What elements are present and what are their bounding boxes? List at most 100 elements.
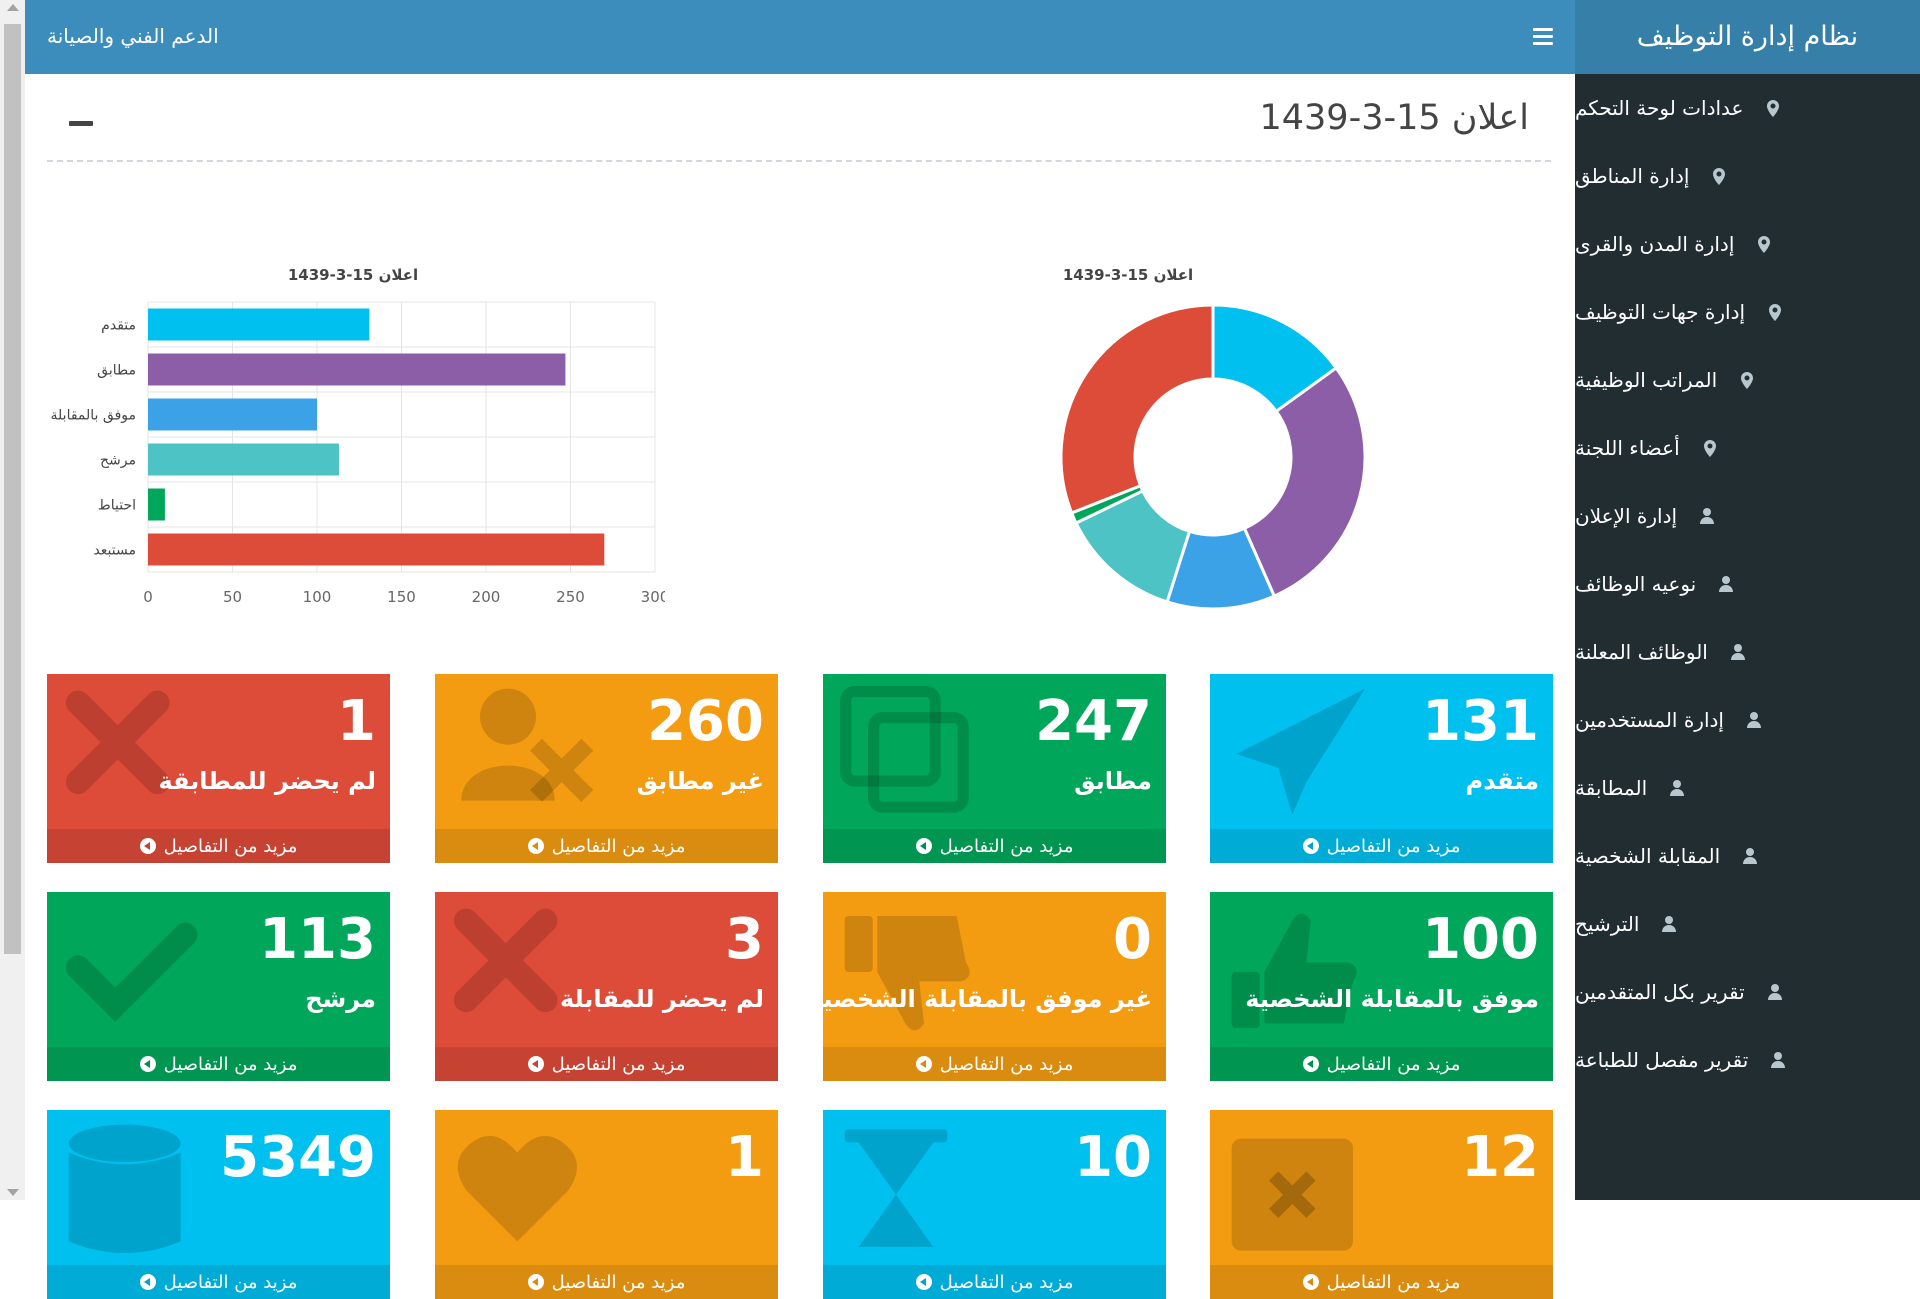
user-icon <box>1770 1052 1786 1068</box>
thumbs-down-icon <box>844 916 970 1031</box>
times-icon <box>65 690 170 795</box>
stat-box: 1 مزيد من التفاصيل <box>435 1110 778 1299</box>
more-info-link[interactable]: مزيد من التفاصيل <box>823 1265 1166 1299</box>
arrow-circle-left-icon <box>139 1274 156 1290</box>
map-marker-icon <box>1756 235 1772 253</box>
sidebar-item-14[interactable]: تقرير مفصل للطباعة <box>1575 1026 1920 1094</box>
user-times-icon <box>461 688 594 802</box>
sidebar-item-label: نوعيه الوظائف <box>1575 572 1697 596</box>
more-info-link[interactable]: مزيد من التفاصيل <box>47 1047 390 1081</box>
sidebar-item-label: تقرير بكل المتقدمين <box>1575 980 1745 1004</box>
sidebar-item-9[interactable]: إدارة المستخدمين <box>1575 686 1920 754</box>
donut-chart <box>1059 303 1367 611</box>
sidebar-item-label: إدارة الإعلان <box>1575 504 1678 528</box>
more-info-link[interactable]: مزيد من التفاصيل <box>435 1265 778 1299</box>
sidebar-item-label: عدادات لوحة التحكم <box>1575 96 1744 120</box>
stat-box: 100 موفق بالمقابلة الشخصية مزيد من التفاصي… <box>1210 892 1553 1081</box>
stat-value: 260 <box>647 689 764 754</box>
more-info-link[interactable]: مزيد من التفاصيل <box>1210 1047 1553 1081</box>
bar-x-tick: 50 <box>223 588 242 606</box>
sidebar-item-8[interactable]: الوظائف المعلنة <box>1575 618 1920 686</box>
sidebar-item-1[interactable]: إدارة المناطق <box>1575 142 1920 210</box>
sidebar-item-0[interactable]: عدادات لوحة التحكم <box>1575 74 1920 142</box>
more-info-label: مزيد من التفاصيل <box>163 1271 298 1293</box>
sidebar-item-12[interactable]: الترشيح <box>1575 890 1920 958</box>
sidebar-item-label: إدارة جهات التوظيف <box>1575 300 1746 324</box>
sidebar-item-11[interactable]: المقابلة الشخصية <box>1575 822 1920 890</box>
more-info-label: مزيد من التفاصيل <box>551 1053 686 1075</box>
more-info-link[interactable]: مزيد من التفاصيل <box>47 1265 390 1299</box>
map-marker-icon <box>1711 167 1727 185</box>
stat-value: 10 <box>1074 1125 1152 1190</box>
arrow-circle-left-icon <box>527 1274 544 1290</box>
sidebar-item-4[interactable]: المراتب الوظيفية <box>1575 346 1920 414</box>
more-info-link[interactable]: مزيد من التفاصيل <box>1210 1265 1553 1299</box>
more-info-link[interactable]: مزيد من التفاصيل <box>435 829 778 863</box>
sidebar-item-5[interactable]: أعضاء اللجنة <box>1575 414 1920 482</box>
donut-slice-5[interactable] <box>1059 303 1215 515</box>
scroll-up-arrow-icon[interactable] <box>7 4 19 11</box>
stat-value: 131 <box>1422 689 1539 754</box>
stat-label: متقدم <box>1465 767 1539 795</box>
stat-box: 10 مزيد من التفاصيل <box>823 1110 1166 1299</box>
scroll-down-arrow-icon[interactable] <box>7 1189 19 1196</box>
page-header: اعلان 15-3-1439 <box>47 84 1551 162</box>
scrollbar-thumb[interactable] <box>4 24 21 954</box>
heartbeat-icon <box>457 1135 577 1242</box>
bar-category-label: احتياط <box>98 498 136 514</box>
more-info-link[interactable]: مزيد من التفاصيل <box>435 1047 778 1081</box>
stat-box: 3 لم يحضر للمقابلة مزيد من التفاصيل <box>435 892 778 1081</box>
more-info-label: مزيد من التفاصيل <box>939 1053 1074 1075</box>
bar-1[interactable] <box>148 353 566 386</box>
brand-title[interactable]: نظام إدارة التوظيف <box>1575 0 1920 74</box>
sidebar-item-7[interactable]: نوعيه الوظائف <box>1575 550 1920 618</box>
sidebar-item-label: إدارة المستخدمين <box>1575 708 1724 732</box>
more-info-link[interactable]: مزيد من التفاصيل <box>1210 829 1553 863</box>
sidebar-item-3[interactable]: إدارة جهات التوظيف <box>1575 278 1920 346</box>
bar-x-tick: 250 <box>556 588 585 606</box>
menu-toggle-icon[interactable] <box>1533 28 1553 45</box>
more-info-link[interactable]: مزيد من التفاصيل <box>823 1047 1166 1081</box>
stat-label: مرشح <box>305 985 376 1013</box>
sidebar-menu: عدادات لوحة التحكم إدارة المناطق إدارة الم… <box>1575 74 1920 1094</box>
bar-category-label: مطابق <box>97 363 136 379</box>
sidebar-item-13[interactable]: تقرير بكل المتقدمين <box>1575 958 1920 1026</box>
bar-3[interactable] <box>148 443 339 476</box>
bar-4[interactable] <box>148 488 165 521</box>
arrow-circle-left-icon <box>139 1056 156 1072</box>
user-icon <box>1742 848 1758 864</box>
paper-plane-icon <box>1236 688 1366 815</box>
thumbs-up-icon <box>1231 913 1357 1028</box>
bar-category-label: مستبعد <box>93 543 136 559</box>
bar-0[interactable] <box>148 308 370 341</box>
bar-category-label: مرشح <box>100 453 136 469</box>
sidebar-item-6[interactable]: إدارة الإعلان <box>1575 482 1920 550</box>
page-scrollbar[interactable] <box>0 0 26 1200</box>
map-marker-icon <box>1702 439 1718 457</box>
collapse-button[interactable] <box>69 121 93 126</box>
bar-5[interactable] <box>148 533 605 566</box>
bar-x-tick: 300 <box>641 588 665 606</box>
more-info-link[interactable]: مزيد من التفاصيل <box>47 829 390 863</box>
user-icon <box>1718 576 1734 592</box>
more-info-label: مزيد من التفاصيل <box>551 835 686 857</box>
map-marker-icon <box>1767 303 1783 321</box>
sidebar-item-2[interactable]: إدارة المدن والقرى <box>1575 210 1920 278</box>
support-link[interactable]: الدعم الفني والصيانة <box>47 24 219 48</box>
bar-x-tick: 200 <box>472 588 501 606</box>
sidebar-item-10[interactable]: المطابقة <box>1575 754 1920 822</box>
stat-value: 100 <box>1422 907 1539 972</box>
page-title: اعلان 15-3-1439 <box>1259 98 1529 138</box>
map-marker-icon <box>1739 371 1755 389</box>
calendar-times-icon <box>1231 1138 1353 1251</box>
sidebar-item-label: إدارة المناطق <box>1575 164 1690 188</box>
more-info-label: مزيد من التفاصيل <box>163 1053 298 1075</box>
bar-2[interactable] <box>148 398 317 431</box>
sidebar-item-label: الوظائف المعلنة <box>1575 640 1708 664</box>
more-info-label: مزيد من التفاصيل <box>551 1271 686 1293</box>
stat-value: 247 <box>1035 689 1152 754</box>
donut-slice-1[interactable] <box>1242 365 1367 599</box>
stat-label: موفق بالمقابلة الشخصية <box>1245 985 1539 1013</box>
more-info-link[interactable]: مزيد من التفاصيل <box>823 829 1166 863</box>
stat-value: 3 <box>725 907 764 972</box>
